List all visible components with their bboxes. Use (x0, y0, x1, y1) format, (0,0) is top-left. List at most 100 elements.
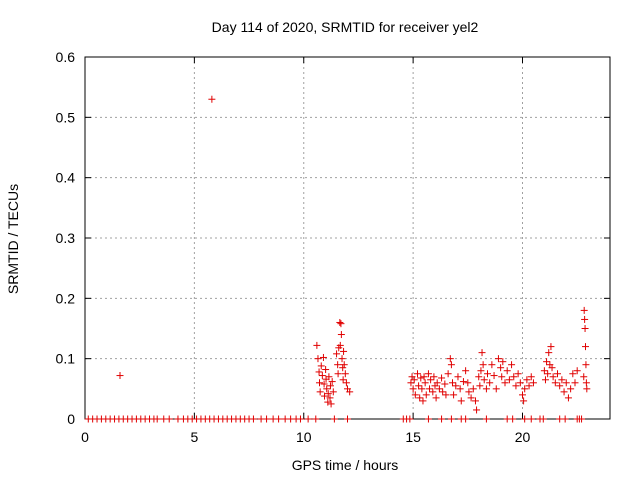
x-tick-label: 5 (190, 429, 198, 445)
y-tick-label: 0 (67, 411, 75, 427)
data-point (316, 379, 323, 387)
data-point (519, 391, 526, 399)
data-point (564, 394, 572, 402)
data-point (275, 415, 283, 423)
data-point (414, 370, 421, 378)
data-point (449, 379, 456, 387)
data-point (326, 394, 334, 402)
data-point (477, 367, 485, 375)
data-point (337, 331, 345, 339)
data-point (544, 370, 552, 378)
data-point (338, 355, 346, 363)
y-tick-label: 0.4 (56, 170, 76, 186)
data-point (153, 415, 161, 423)
data-point (314, 355, 322, 363)
data-point (582, 343, 589, 351)
data-point (411, 391, 419, 399)
data-point (442, 391, 450, 399)
data-point (406, 415, 414, 423)
tick-labels: 0 0.1 0.2 0.3 0.4 0.5 0.6 0 5 10 15 20 (56, 49, 531, 445)
data-point (482, 385, 490, 393)
data-point (543, 358, 551, 366)
data-point (541, 376, 549, 384)
y-tick-label: 0.2 (56, 290, 76, 306)
data-point (473, 406, 481, 414)
data-point (341, 370, 349, 378)
data-point (494, 355, 502, 363)
data-point (549, 373, 557, 381)
data-point (430, 373, 438, 381)
data-point (327, 400, 335, 408)
data-point (325, 373, 333, 381)
data-point (581, 325, 589, 332)
data-point (419, 397, 427, 405)
data-point (317, 362, 325, 370)
data-point (324, 390, 332, 398)
data-point (558, 376, 566, 384)
y-axis-label: SRMTID / TECUs (5, 184, 21, 294)
data-point (582, 361, 590, 369)
data-point (323, 385, 331, 393)
data-point (497, 364, 505, 372)
data-point (499, 358, 507, 366)
data-point (429, 388, 437, 396)
data-point (333, 350, 341, 358)
data-point (417, 374, 425, 382)
data-point (296, 415, 304, 423)
data-point (318, 372, 326, 380)
data-point (424, 415, 432, 423)
data-point (578, 415, 586, 423)
data-point (446, 355, 454, 363)
data-point (165, 415, 173, 423)
data-point (527, 415, 535, 423)
y-tick-label: 0.5 (56, 109, 76, 125)
data-point (344, 415, 351, 423)
data-point (249, 415, 257, 423)
data-point (492, 385, 500, 393)
data-point (418, 385, 426, 393)
data-point (409, 385, 417, 393)
data-point (545, 349, 553, 357)
data-point (426, 385, 434, 393)
data-point (439, 388, 447, 396)
data-point (523, 376, 531, 384)
data-point (573, 367, 581, 375)
data-point (438, 415, 446, 423)
x-tick-label: 15 (405, 429, 421, 445)
data-point (525, 382, 533, 390)
data-point (561, 415, 569, 423)
data-point (539, 415, 547, 423)
data-point (457, 397, 465, 405)
data-point (462, 367, 470, 375)
data-point (444, 370, 452, 378)
data-point (337, 320, 345, 328)
data-point (340, 347, 348, 355)
data-point (556, 382, 564, 390)
data-point (529, 379, 537, 387)
data-point (488, 361, 496, 369)
data-point (520, 397, 528, 405)
data-point (421, 379, 429, 387)
data-point (482, 415, 490, 423)
chart-title: Day 114 of 2020, SRMTID for receiver yel… (212, 19, 479, 35)
grid-lines (85, 57, 610, 419)
data-point (346, 388, 354, 396)
data-point (498, 373, 506, 381)
data-point (326, 382, 334, 390)
data-point (315, 368, 323, 376)
data-point (322, 366, 330, 374)
data-point (456, 385, 464, 393)
data-point (340, 361, 348, 369)
data-point (336, 341, 344, 349)
x-axis-label: GPS time / hours (292, 457, 399, 473)
data-point (407, 379, 415, 387)
data-point (486, 379, 494, 387)
data-point (316, 388, 324, 396)
x-tick-label: 0 (81, 429, 89, 445)
data-point (571, 379, 579, 387)
data-point (441, 380, 449, 388)
data-point (569, 370, 577, 378)
data-point (503, 367, 511, 375)
data-point (427, 376, 435, 384)
data-point (580, 306, 588, 314)
